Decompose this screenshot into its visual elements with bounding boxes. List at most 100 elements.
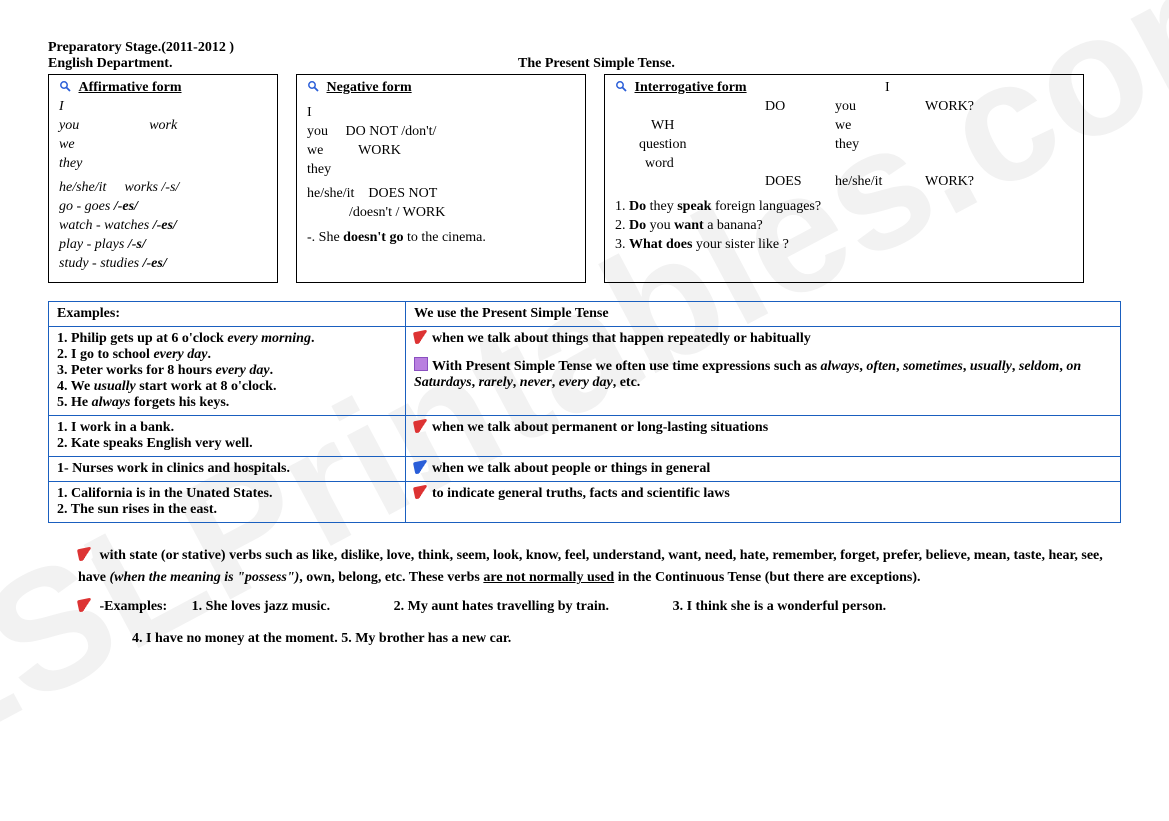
r1u2f: sometimes: [903, 359, 963, 374]
neg-l3: we WORK: [307, 142, 575, 161]
r1e2b: every day: [153, 347, 207, 362]
r1e4a: 4. We: [57, 379, 94, 394]
r1u2i: ,: [1012, 359, 1019, 374]
r1u2b: always: [821, 359, 860, 374]
stative-exlabel: -Examples:: [96, 599, 188, 614]
r1u2q: ,: [552, 375, 559, 390]
header-title: The Present Simple Tense.: [518, 56, 675, 72]
int-r4c1: question: [639, 136, 835, 155]
header-dept: English Department.: [48, 56, 518, 72]
stative-ex4: 4. I have no money at the moment.: [132, 631, 338, 646]
aff-l7: watch - watches: [59, 218, 149, 233]
int-r2c2: DO: [765, 98, 835, 117]
magnifier-icon: [615, 80, 627, 92]
r1e4c: start work at 8 o'clock.: [136, 379, 277, 394]
r1u2d: often: [866, 359, 896, 374]
aff-l9b: /-es/: [143, 256, 167, 271]
r3u: when we talk about people or things in g…: [432, 461, 710, 476]
aff-l6b: /-es/: [114, 199, 138, 214]
int-ex3a: 3.: [615, 237, 629, 252]
aff-l6: go - goes: [59, 199, 110, 214]
r2e1: 1. I work in a bank.: [57, 420, 397, 436]
int-r1c4: I: [885, 79, 955, 98]
r1u1: when we talk about things that happen re…: [432, 331, 811, 346]
stative-e: in the Continuous Tense (but there are e…: [614, 570, 920, 585]
affirmative-title: Affirmative form: [79, 80, 182, 95]
neg-ex-pre: -. She: [307, 230, 343, 245]
r1e3c: .: [270, 363, 274, 378]
int-r6c4: WORK?: [925, 173, 974, 192]
int-ex2v: want: [674, 218, 704, 233]
r1u2r: every day: [559, 375, 613, 390]
neg-l6: /doesn't / WORK: [307, 204, 575, 223]
int-ex2b: you: [646, 218, 674, 233]
int-ex1do: Do: [629, 199, 646, 214]
int-ex2do: Do: [629, 218, 646, 233]
neg-ex-post: to the cinema.: [403, 230, 485, 245]
aff-l5b: works /-s/: [124, 180, 179, 195]
stative-ex5: 5. My brother has a new car.: [341, 631, 511, 646]
int-ex2c: a banana?: [704, 218, 763, 233]
stative-ex1: 1. She loves jazz music.: [192, 596, 330, 618]
stative-c: , own, belong, etc. These verbs: [299, 570, 483, 585]
tag-icon: [413, 485, 429, 500]
stative-ex2: 2. My aunt hates travelling by train.: [394, 596, 609, 618]
int-r2c4: WORK?: [925, 98, 974, 117]
r1e2c: .: [207, 347, 211, 362]
stative-b: (when the meaning is "possess"): [110, 570, 300, 585]
r1u2m: ,: [472, 375, 479, 390]
stative-d: are not normally used: [483, 570, 614, 585]
r1u2s: , etc.: [613, 375, 641, 390]
r4e1: 1. California is in the Unated States.: [57, 486, 397, 502]
aff-l2a: you: [59, 118, 79, 133]
aff-l8b: /-s/: [128, 237, 146, 252]
neg-l1: I: [307, 104, 575, 123]
aff-l3: we: [59, 136, 267, 155]
r1e5c: forgets his keys.: [131, 395, 230, 410]
r1e2a: 2. I go to school: [57, 347, 153, 362]
neg-ex-b: doesn't go: [343, 230, 403, 245]
negative-title: Negative form: [327, 80, 412, 95]
tag-icon: [413, 330, 429, 345]
int-r6c2: DOES: [765, 173, 835, 192]
neg-l4: they: [307, 161, 575, 180]
r1u2j: seldom: [1019, 359, 1059, 374]
r1e1a: 1. Philip gets up at 6 o'clock: [57, 331, 227, 346]
int-r3c1: WH: [651, 117, 835, 136]
aff-l1: I: [59, 98, 267, 117]
r1u2a: With Present Simple Tense we often use t…: [432, 359, 821, 374]
r1e3a: 3. Peter works for 8 hours: [57, 363, 216, 378]
int-ex3b: your sister like ?: [692, 237, 788, 252]
tag-icon: [77, 597, 93, 612]
magnifier-icon: [307, 80, 319, 92]
r1u2h: usually: [970, 359, 1012, 374]
r1u2p: never: [520, 375, 552, 390]
int-r3c3: we: [835, 117, 925, 136]
note-icon: [414, 357, 428, 371]
int-ex3wh: What does: [629, 237, 692, 252]
int-r6c3: he/she/it: [835, 173, 925, 192]
affirmative-box: Affirmative form I youwork we they he/sh…: [48, 74, 278, 283]
int-ex1b: they: [646, 199, 677, 214]
neg-l2: you DO NOT /don't/: [307, 123, 575, 142]
aff-l4: they: [59, 155, 267, 174]
int-ex2a: 2.: [615, 218, 629, 233]
int-ex1c: foreign languages?: [711, 199, 821, 214]
negative-box: Negative form I you DO NOT /don't/ we WO…: [296, 74, 586, 283]
usage-table: Examples: We use the Present Simple Tens…: [48, 301, 1121, 523]
aff-l9: study - studies: [59, 256, 139, 271]
r2e2: 2. Kate speaks English very well.: [57, 436, 397, 452]
tag-icon: [413, 419, 429, 434]
aff-l8: play - plays: [59, 237, 124, 252]
interrogative-box: Interrogative form I DO you WORK? WH we …: [604, 74, 1084, 283]
usage-head-left: Examples:: [49, 301, 406, 326]
aff-l2b: work: [149, 118, 177, 133]
r1u2o: ,: [513, 375, 520, 390]
r3e1: 1- Nurses work in clinics and hospitals.: [49, 456, 406, 481]
magnifier-icon: [59, 80, 71, 92]
r1u2n: rarely: [479, 375, 513, 390]
r4e2: 2. The sun rises in the east.: [57, 502, 397, 518]
int-r5c1: word: [645, 155, 674, 174]
r1e1c: .: [311, 331, 315, 346]
int-ex1a: 1.: [615, 199, 629, 214]
